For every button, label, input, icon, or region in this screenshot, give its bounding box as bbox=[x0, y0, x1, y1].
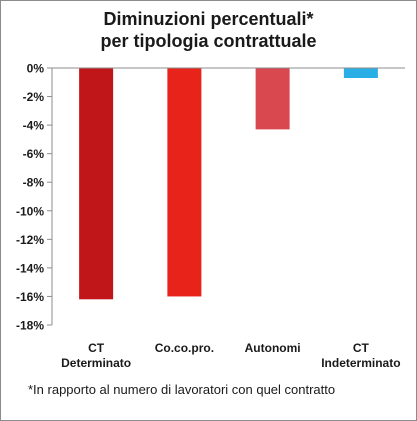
chart-title-line-2: per tipologia contrattuale bbox=[100, 31, 317, 51]
x-category-label: CT bbox=[88, 341, 105, 355]
y-tick-label: -6% bbox=[23, 147, 45, 161]
y-tick-label: -14% bbox=[16, 261, 44, 275]
y-tick-label: 0% bbox=[27, 62, 45, 76]
x-category-label: Co.co.pro. bbox=[155, 341, 214, 355]
y-tick-label: -8% bbox=[23, 176, 45, 190]
y-tick-label: -4% bbox=[23, 119, 45, 133]
chart-title-line-1: Diminuzioni percentuali* bbox=[103, 9, 314, 29]
x-category-label: Determinato bbox=[61, 356, 131, 370]
y-tick-label: -16% bbox=[16, 290, 44, 304]
bar bbox=[343, 68, 378, 78]
bar bbox=[255, 68, 290, 130]
chart-title: Diminuzioni percentuali* per tipologia c… bbox=[0, 8, 417, 52]
y-tick-label: -12% bbox=[16, 233, 44, 247]
y-tick-label: -18% bbox=[16, 319, 44, 333]
x-category-label: CT bbox=[353, 341, 370, 355]
chart-footnote: *In rapporto al numero di lavoratori con… bbox=[28, 382, 336, 397]
x-category-label: Autonomi bbox=[245, 341, 301, 355]
bar bbox=[167, 68, 202, 297]
x-category-label: Indeterminato bbox=[321, 356, 400, 370]
y-tick-label: -10% bbox=[16, 204, 44, 218]
bar bbox=[79, 68, 114, 300]
y-tick-label: -2% bbox=[23, 90, 45, 104]
